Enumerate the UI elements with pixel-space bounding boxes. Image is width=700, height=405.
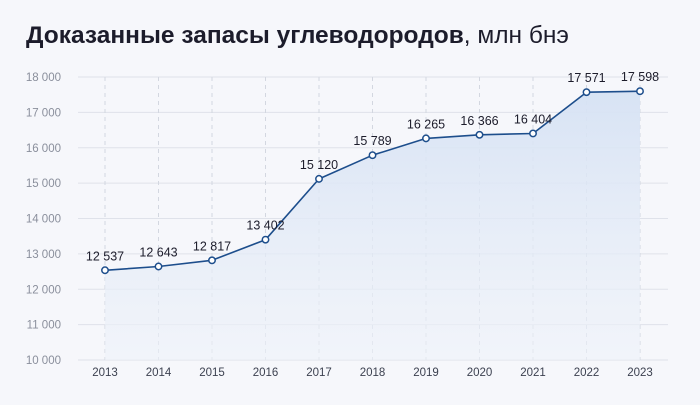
data-point <box>636 87 644 96</box>
chart-title-unit: , млн бнэ <box>463 22 569 49</box>
x-axis-ticks: 2013 2014 2015 2016 2017 2018 2019 2020 2021 2022… <box>92 367 653 379</box>
area-fill <box>105 91 640 360</box>
data-label: 13 402 <box>246 219 284 233</box>
chart-title: Доказанные запасы углеводородов, млн бнэ <box>26 22 569 50</box>
data-label: 16 366 <box>460 114 498 128</box>
data-label: 12 817 <box>193 239 231 253</box>
y-tick-label: 18 000 <box>26 72 61 84</box>
data-label: 16 265 <box>407 117 445 131</box>
data-label: 12 537 <box>86 249 124 263</box>
data-point <box>101 266 109 275</box>
data-point <box>582 88 591 97</box>
data-point <box>368 151 377 160</box>
data-label: 16 404 <box>514 112 552 126</box>
y-tick-label: 12 000 <box>26 284 61 296</box>
x-tick-label: 2017 <box>306 367 332 379</box>
data-point <box>208 256 216 265</box>
data-point <box>154 262 163 271</box>
y-tick-label: 13 000 <box>26 249 61 261</box>
data-point <box>422 134 430 143</box>
data-point <box>529 129 537 138</box>
x-tick-label: 2023 <box>627 367 653 379</box>
y-tick-label: 11 000 <box>27 320 61 332</box>
x-tick-label: 2013 <box>92 367 118 379</box>
y-tick-label: 10 000 <box>26 355 61 367</box>
data-point <box>475 130 484 139</box>
chart-title-main: Доказанные запасы углеводородов <box>26 22 464 49</box>
x-tick-label: 2020 <box>467 367 493 379</box>
x-tick-label: 2015 <box>199 367 225 379</box>
series-area <box>105 91 640 360</box>
data-point <box>261 235 270 244</box>
x-tick-label: 2016 <box>253 367 279 379</box>
data-point <box>315 174 323 183</box>
y-tick-label: 14 000 <box>26 214 61 226</box>
data-label: 15 789 <box>353 134 391 148</box>
x-tick-label: 2019 <box>413 367 439 379</box>
x-tick-label: 2018 <box>360 367 386 379</box>
data-label: 12 643 <box>139 246 177 260</box>
data-label: 17 571 <box>567 71 605 85</box>
data-label: 15 120 <box>300 158 338 172</box>
x-tick-label: 2022 <box>574 367 600 379</box>
x-tick-label: 2014 <box>146 367 172 379</box>
data-label: 17 598 <box>621 70 659 84</box>
data-points <box>101 87 644 275</box>
y-tick-label: 17 000 <box>26 107 61 119</box>
y-axis-ticks: 10 000 11 000 12 000 13 000 14 000 15 000 16 0… <box>26 72 61 367</box>
x-tick-label: 2021 <box>520 367 546 379</box>
y-tick-label: 15 000 <box>26 178 61 190</box>
data-labels: 12 537 12 643 12 817 13 402 15 120 15 789 16 2… <box>86 70 659 263</box>
y-tick-label: 16 000 <box>26 143 61 155</box>
